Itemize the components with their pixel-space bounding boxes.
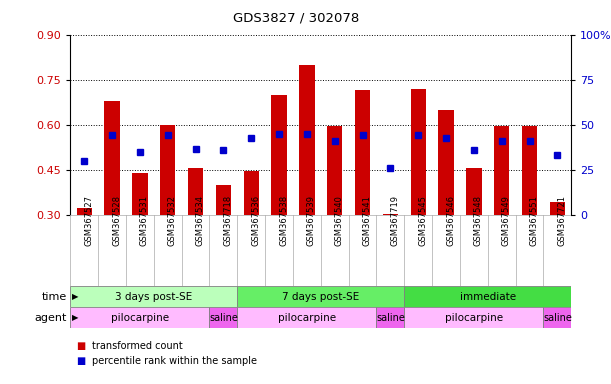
Bar bbox=[550, 202, 565, 215]
Bar bbox=[522, 126, 537, 215]
Text: GSM367528: GSM367528 bbox=[112, 195, 121, 246]
Text: GSM367534: GSM367534 bbox=[196, 195, 205, 246]
Text: ■: ■ bbox=[76, 356, 86, 366]
Bar bbox=[327, 126, 342, 215]
Bar bbox=[355, 90, 370, 215]
Text: immediate: immediate bbox=[459, 291, 516, 302]
Text: 3 days post-SE: 3 days post-SE bbox=[115, 291, 192, 302]
Text: GSM367548: GSM367548 bbox=[474, 195, 483, 246]
Bar bbox=[70, 286, 237, 307]
Bar bbox=[76, 207, 92, 215]
Bar bbox=[210, 307, 237, 328]
Bar bbox=[271, 95, 287, 215]
Bar bbox=[160, 125, 175, 215]
Bar bbox=[494, 126, 510, 215]
Text: pilocarpine: pilocarpine bbox=[278, 313, 336, 323]
Text: GSM367719: GSM367719 bbox=[390, 195, 400, 246]
Text: pilocarpine: pilocarpine bbox=[445, 313, 503, 323]
Bar bbox=[543, 307, 571, 328]
Text: GSM367718: GSM367718 bbox=[224, 195, 232, 246]
Bar bbox=[376, 307, 404, 328]
Text: saline: saline bbox=[543, 313, 572, 323]
Bar bbox=[132, 173, 147, 215]
Bar bbox=[438, 110, 454, 215]
Text: GSM367541: GSM367541 bbox=[362, 195, 371, 246]
Text: GSM367538: GSM367538 bbox=[279, 195, 288, 246]
Text: GSM367549: GSM367549 bbox=[502, 195, 511, 246]
Bar bbox=[404, 286, 571, 307]
Text: 7 days post-SE: 7 days post-SE bbox=[282, 291, 359, 302]
Text: GDS3827 / 302078: GDS3827 / 302078 bbox=[233, 12, 359, 25]
Bar bbox=[404, 307, 543, 328]
Text: GSM367546: GSM367546 bbox=[446, 195, 455, 246]
Text: transformed count: transformed count bbox=[92, 341, 183, 351]
Text: ▶: ▶ bbox=[72, 292, 79, 301]
Text: GSM367539: GSM367539 bbox=[307, 195, 316, 246]
Text: GSM367531: GSM367531 bbox=[140, 195, 149, 246]
Text: saline: saline bbox=[209, 313, 238, 323]
Text: GSM367527: GSM367527 bbox=[84, 195, 93, 246]
Text: GSM367540: GSM367540 bbox=[335, 195, 344, 246]
Bar bbox=[382, 214, 398, 215]
Text: agent: agent bbox=[35, 313, 67, 323]
Bar bbox=[70, 307, 210, 328]
Text: saline: saline bbox=[376, 313, 405, 323]
Bar bbox=[466, 169, 481, 215]
Text: ■: ■ bbox=[76, 341, 86, 351]
Text: percentile rank within the sample: percentile rank within the sample bbox=[92, 356, 257, 366]
Text: time: time bbox=[42, 291, 67, 302]
Bar bbox=[104, 101, 120, 215]
Text: GSM367551: GSM367551 bbox=[530, 195, 538, 246]
Bar bbox=[237, 307, 376, 328]
Text: GSM367721: GSM367721 bbox=[557, 195, 566, 246]
Bar bbox=[244, 171, 259, 215]
Bar bbox=[411, 89, 426, 215]
Bar bbox=[216, 185, 231, 215]
Text: GSM367532: GSM367532 bbox=[167, 195, 177, 246]
Text: GSM367545: GSM367545 bbox=[418, 195, 427, 246]
Bar bbox=[188, 169, 203, 215]
Bar bbox=[237, 286, 404, 307]
Text: pilocarpine: pilocarpine bbox=[111, 313, 169, 323]
Text: GSM367536: GSM367536 bbox=[251, 195, 260, 246]
Text: ▶: ▶ bbox=[72, 313, 79, 322]
Bar bbox=[299, 65, 315, 215]
